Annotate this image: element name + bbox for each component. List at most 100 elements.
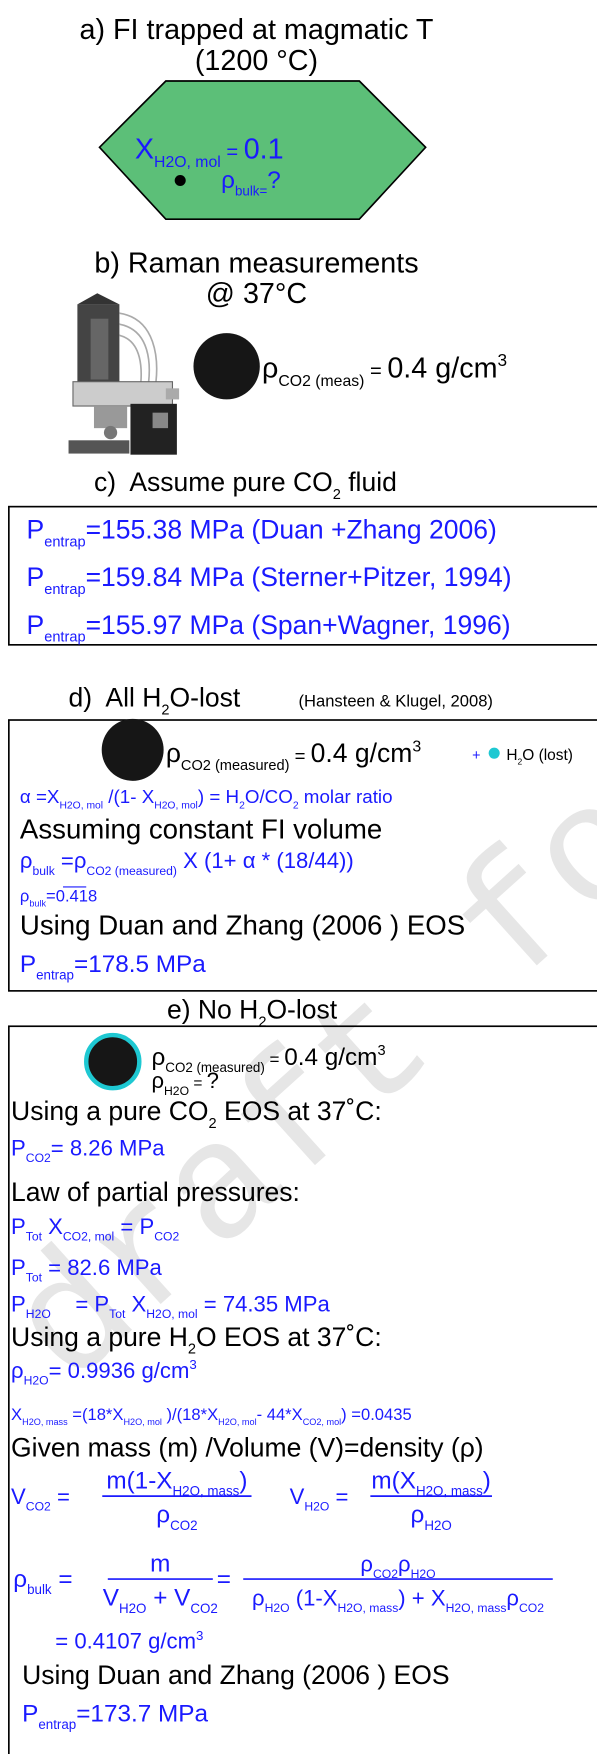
text-segment: H2O, mol (146, 1307, 197, 1321)
text-segment: 0.4 g/cm (311, 738, 413, 768)
text-segment: 0.4 g/cm (387, 352, 497, 384)
text-segment: ρ (151, 1068, 164, 1093)
text-segment: 3 (189, 1357, 196, 1372)
text-segment: V (290, 1484, 305, 1509)
text-segment: P (11, 1291, 26, 1316)
text-segment: O-lost (169, 683, 240, 713)
text-segment: = (364, 360, 387, 382)
text-line: ρbulk=? (221, 167, 281, 198)
text-segment: = 74.35 MPa (198, 1291, 331, 1316)
text-segment: Law of partial pressures: (11, 1177, 300, 1207)
text-segment: H2O, mol (59, 801, 103, 812)
text-line: = 0.4107 g/cm3 (55, 1628, 203, 1654)
text-line: (1200 °C) (195, 45, 318, 77)
text-segment: CO2 (170, 1518, 197, 1533)
text-segment: ) (483, 1467, 491, 1494)
text-segment: ρ (262, 352, 278, 384)
text-segment: entrap (36, 967, 74, 982)
text-line: Using a pure CO2 EOS at 37˚C: (11, 1096, 382, 1132)
text-line: ρH2O= 0.9936 g/cm3 (11, 1357, 197, 1387)
text-line: Pentrap=178.5 MPa (20, 951, 206, 982)
text-line: ρbulk=0.418 (20, 886, 97, 908)
text-segment: P (11, 1255, 26, 1280)
text-segment: = P (114, 1214, 154, 1239)
text-segment: entrap (44, 535, 85, 551)
text-segment: = 0.9936 g/cm (49, 1358, 190, 1383)
text-segment: Given mass (m) /Volume (V)=density (ρ) (11, 1432, 484, 1462)
text-segment: H2O (424, 1518, 451, 1533)
text-segment: H2O (265, 1601, 290, 1615)
bubble-dot (174, 174, 186, 187)
text-segment: P (20, 951, 36, 978)
text-segment: H2O, mol (218, 1417, 256, 1427)
box-e (8, 1025, 597, 1754)
text-segment: =155.97 MPa (Span+Wagner, 1996) (86, 610, 511, 640)
text-line: m (150, 1550, 170, 1577)
text-segment: H2O, mass (416, 1484, 483, 1499)
text-line: VCO2 = (11, 1484, 70, 1514)
text-segment: fluid (341, 467, 397, 497)
text-line: VH2O = (290, 1484, 349, 1514)
text-line: ρH2O = ? (151, 1068, 219, 1098)
text-segment: V (103, 1585, 120, 1612)
text-line: α =XH2O, mol /(1- XH2O, mol) = H2O/CO2 m… (20, 786, 393, 812)
text-segment: ρ (166, 738, 181, 768)
text-segment: O/CO (245, 786, 293, 807)
text-segment: 3 (498, 350, 508, 370)
text-line: ρCO2 (156, 1502, 197, 1533)
text-segment: 2 (293, 801, 299, 812)
text-segment: CO2 (154, 1230, 179, 1244)
text-segment: m (150, 1550, 170, 1577)
text-line: Using Duan and Zhang (2006 ) EOS (20, 909, 465, 940)
text-segment: H2O (26, 1307, 51, 1321)
text-segment: 0.4 g/cm (284, 1044, 377, 1071)
text-segment: ρ (156, 1502, 170, 1529)
text-segment: =178.5 MPa (74, 951, 206, 978)
text-line: m(1-XH2O, mass) (106, 1467, 247, 1498)
text-segment: H2O, mass (446, 1601, 507, 1615)
text-segment: ρ (11, 1358, 24, 1383)
text-segment: EOS at 37˚C: (217, 1096, 382, 1126)
text-line: ρbulk = (13, 1566, 72, 1597)
text-segment: H2O (411, 1567, 436, 1581)
text-segment: Using a pure H (11, 1322, 188, 1352)
text-segment: =155.38 MPa (Duan +Zhang 2006) (86, 515, 497, 545)
text-segment: CO2 (measured) (181, 758, 290, 774)
text-line: = (217, 1566, 231, 1593)
text-segment: 3 (196, 1628, 203, 1643)
text-segment: bulk (27, 1582, 52, 1597)
text-segment: X (125, 1291, 146, 1316)
text-segment: Using Duan and Zhang (2006 ) EOS (22, 1660, 449, 1690)
text-segment: P (27, 562, 45, 592)
text-segment: CO2 (measured) (86, 864, 177, 878)
text-segment: 0.1 (244, 133, 284, 165)
text-segment: molar ratio (299, 786, 393, 807)
text-line: Assuming constant FI volume (20, 813, 382, 844)
text-segment: ) = H (198, 786, 239, 807)
text-line: ρH2O (1-XH2O, mass) + XH2O, massρCO2 (252, 1586, 544, 1616)
text-segment: CO2 (190, 1601, 217, 1616)
text-line: m(XH2O, mass) (371, 1467, 490, 1498)
text-segment: CO2, mol (63, 1230, 114, 1244)
text-segment: ρ (411, 1502, 425, 1529)
text-segment: H2O (119, 1601, 146, 1616)
h2o-lost-dot (488, 747, 500, 759)
text-segment: = 0.4107 g/cm (55, 1629, 196, 1654)
text-segment: ρ (151, 1044, 165, 1071)
text-segment: = (221, 141, 244, 163)
text-segment: H (506, 747, 517, 764)
text-segment: =173.7 MPa (76, 1701, 208, 1728)
text-segment: 2 (333, 487, 341, 503)
text-segment: ρ (13, 1566, 27, 1593)
text-segment: H2O, mol (123, 1417, 161, 1427)
text-segment: m(1-X (106, 1467, 172, 1494)
text-segment: H2O, mol (154, 801, 198, 812)
text-segment: H2O (164, 1084, 189, 1098)
text-line: (Hansteen & Klugel, 2008) (299, 692, 493, 711)
text-segment: 2 (209, 1116, 217, 1132)
text-segment: CO2 (measured) (165, 1060, 264, 1075)
text-line: PCO2= 8.26 MPa (11, 1136, 165, 1166)
text-segment: O-lost (266, 995, 337, 1025)
text-segment: Using a pure CO (11, 1096, 208, 1126)
text-segment: P (27, 610, 45, 640)
